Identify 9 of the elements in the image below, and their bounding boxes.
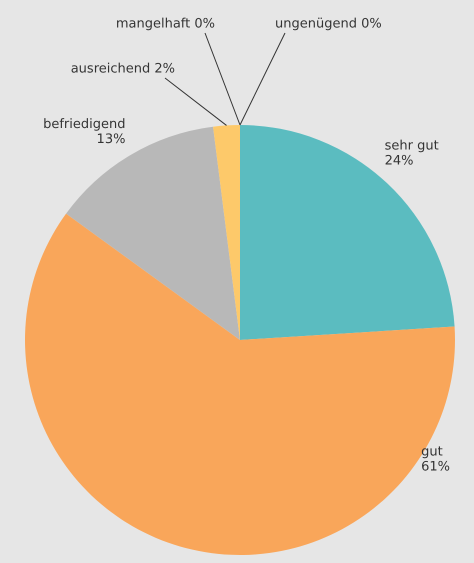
category-label: mangelhaft 0% xyxy=(116,16,215,32)
data-label: 24% xyxy=(384,154,414,169)
category-label: ungenügend 0% xyxy=(275,16,382,32)
slice-label: ausreichend 2% xyxy=(70,61,175,76)
slice-label: sehr gut xyxy=(384,138,439,154)
data-label: 13% xyxy=(96,132,126,148)
slice-label: gut xyxy=(421,444,443,460)
data-label: 61% xyxy=(421,459,450,474)
slice-label: befriedigend xyxy=(43,117,126,132)
